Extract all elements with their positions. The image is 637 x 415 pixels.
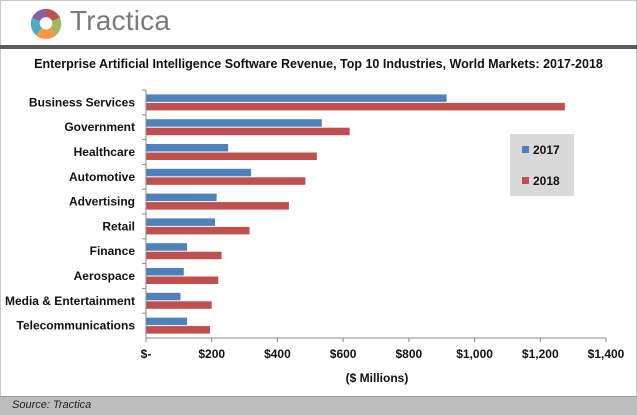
category-label-media-and-entertainment: Media & Entertainment: [5, 294, 135, 308]
bar-automotive-2017: [146, 168, 252, 177]
bar-business-services-2017: [146, 94, 447, 102]
x-tick-label: $600: [330, 347, 357, 361]
category-label-automotive: Automotive: [69, 170, 135, 184]
brand-name: Tractica: [70, 5, 171, 36]
bar-government-2018: [146, 127, 350, 136]
header-rule: [0, 45, 637, 49]
bar-healthcare-2017: [146, 144, 229, 152]
bar-media-and-entertainment-2017: [146, 292, 181, 301]
legend-label-2018: 2018: [533, 174, 560, 188]
x-tick-label: $1,200: [522, 347, 559, 361]
bar-automotive-2018: [146, 177, 306, 185]
category-label-business-services: Business Services: [29, 95, 135, 109]
x-axis-label: ($ Millions): [346, 371, 409, 385]
bar-finance-2018: [146, 251, 222, 260]
x-tick-label: $-: [141, 347, 152, 361]
bar-telecommunications-2017: [146, 317, 188, 326]
x-tick-label: $200: [198, 347, 225, 361]
bar-media-and-entertainment-2018: [146, 301, 212, 309]
category-label-aerospace: Aerospace: [74, 269, 136, 283]
bar-advertising-2018: [146, 202, 289, 210]
bar-retail-2018: [146, 226, 250, 235]
x-tick-label: $1,400: [588, 347, 625, 361]
legend-label-2017: 2017: [533, 143, 560, 157]
x-tick-label: $400: [264, 347, 291, 361]
header: Tractica: [0, 0, 637, 49]
bar-healthcare-2018: [146, 152, 317, 160]
x-tick-label: $800: [396, 347, 423, 361]
bar-aerospace-2018: [146, 276, 219, 284]
chart-legend: 2017 2018: [510, 134, 574, 196]
tractica-logo-icon: [30, 8, 62, 40]
x-tick-label: $1,000: [456, 347, 493, 361]
bar-telecommunications-2018: [146, 326, 211, 334]
category-label-advertising: Advertising: [69, 195, 135, 209]
source-note: Source: Tractica: [12, 399, 92, 411]
category-label-retail: Retail: [102, 219, 135, 233]
category-label-finance: Finance: [90, 244, 136, 258]
legend-swatch-2018: [522, 177, 529, 184]
chart-title: Enterprise Artificial Intelligence Softw…: [34, 57, 603, 71]
category-label-government: Government: [64, 120, 135, 134]
legend-swatch-2017: [522, 146, 529, 153]
bar-finance-2017: [146, 243, 188, 251]
category-label-healthcare: Healthcare: [74, 145, 136, 159]
bar-advertising-2017: [146, 193, 217, 202]
footer: Source: Tractica: [0, 396, 637, 415]
bar-aerospace-2017: [146, 268, 184, 276]
category-label-telecommunications: Telecommunications: [17, 319, 136, 333]
legend-background: [510, 134, 574, 196]
bar-government-2017: [146, 119, 322, 127]
bar-retail-2017: [146, 218, 215, 226]
bar-chart: Business Services Government Healthcare Aut…: [5, 89, 625, 385]
bar-business-services-2018: [146, 102, 565, 111]
